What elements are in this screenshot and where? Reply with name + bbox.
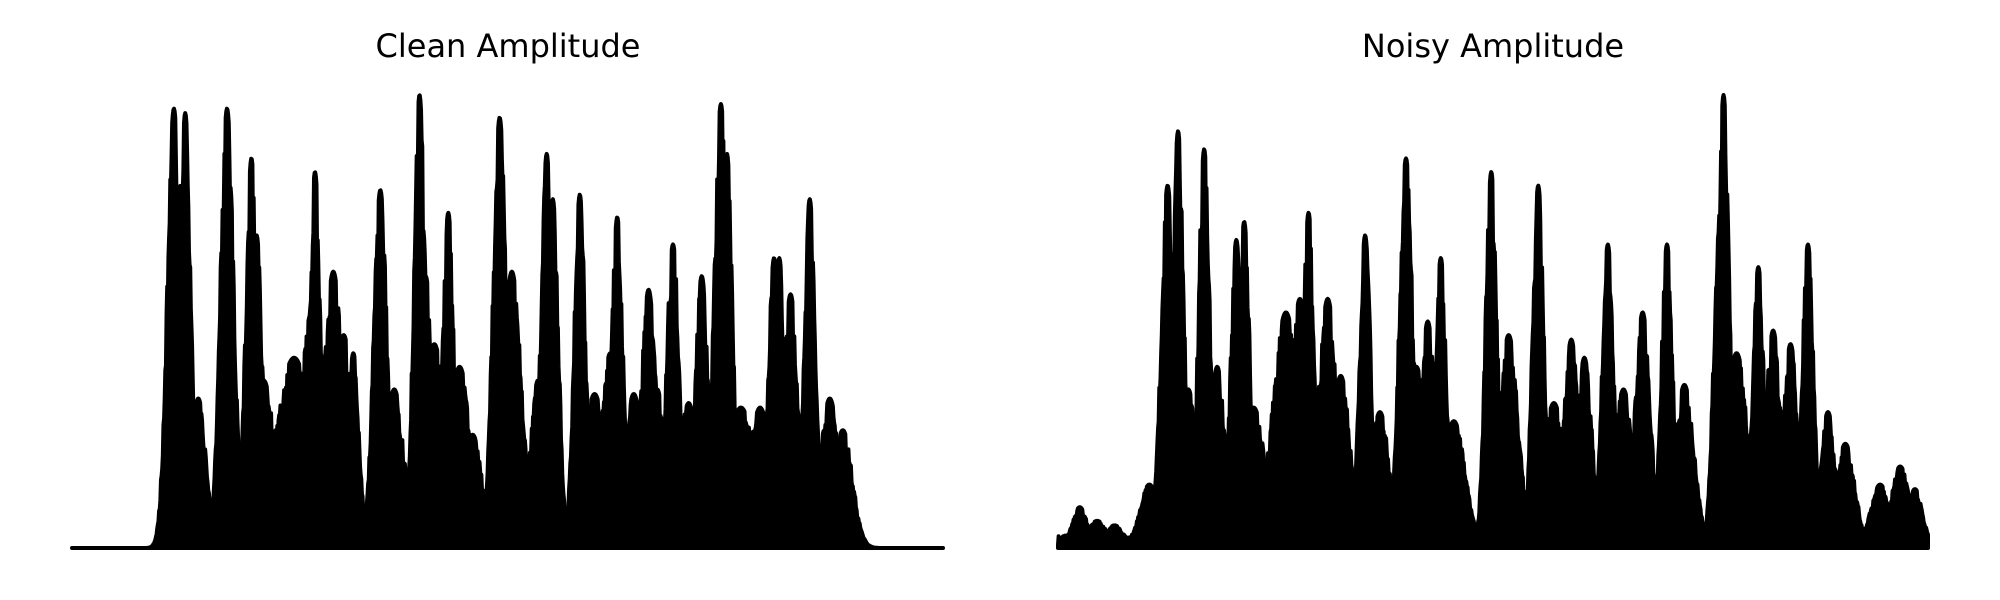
clean-amplitude-title: Clean Amplitude bbox=[376, 27, 641, 65]
clean-amplitude-panel: Clean Amplitude bbox=[70, 27, 945, 550]
noisy-amplitude-area bbox=[1056, 93, 1930, 550]
clean-amplitude-area bbox=[70, 93, 945, 550]
noisy-amplitude-title: Noisy Amplitude bbox=[1362, 27, 1624, 65]
noisy-amplitude-panel: Noisy Amplitude bbox=[1056, 27, 1930, 550]
